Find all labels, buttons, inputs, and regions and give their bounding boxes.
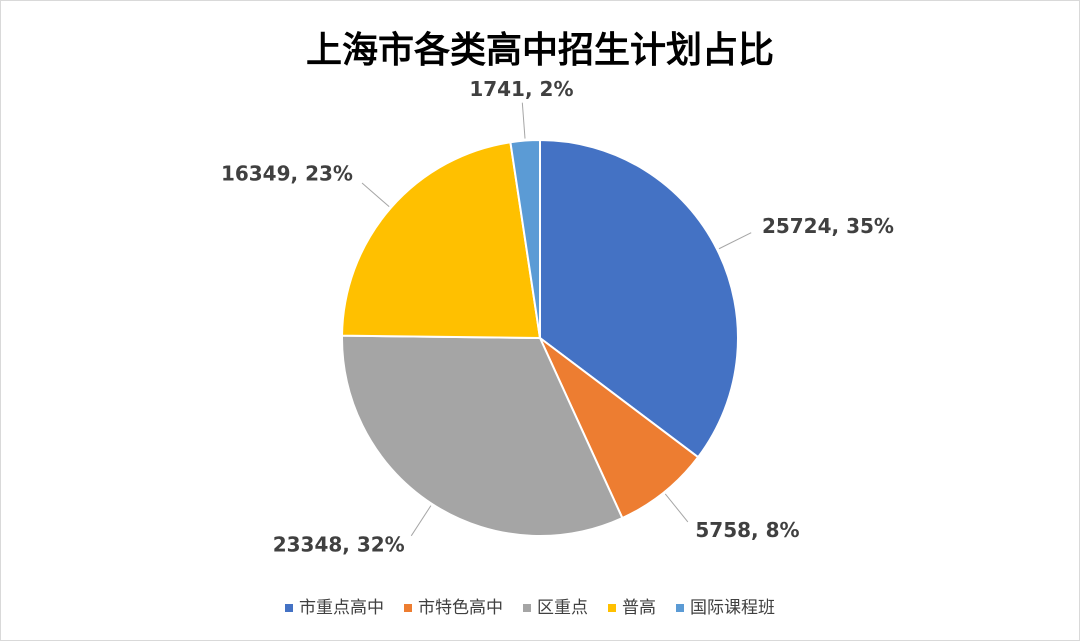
legend-label: 普高	[622, 598, 656, 618]
pie-slice	[509, 138, 541, 339]
data-label: 1741, 2%	[469, 77, 573, 101]
pie-slice	[341, 334, 624, 537]
leader-line	[410, 505, 432, 537]
legend-label: 市重点高中	[299, 598, 384, 618]
legend-swatch	[285, 604, 293, 612]
legend-swatch	[404, 604, 412, 612]
data-label: 25724, 35%	[762, 214, 894, 238]
legend-swatch	[523, 604, 531, 612]
chart-title: 上海市各类高中招生计划占比	[306, 30, 774, 71]
pie-slice	[341, 141, 542, 340]
leader-line	[361, 182, 390, 208]
legend-swatch	[608, 604, 616, 612]
pie-slice	[539, 337, 700, 520]
pie-slice	[539, 138, 739, 459]
legend-swatch	[676, 604, 684, 612]
legend-label: 市特色高中	[418, 598, 503, 618]
leader-line	[718, 232, 752, 250]
leader-line	[664, 493, 689, 523]
data-label: 23348, 32%	[273, 532, 405, 556]
leader-line	[521, 102, 526, 139]
data-label: 5758, 8%	[695, 518, 799, 542]
data-label: 16349, 23%	[221, 162, 353, 186]
legend-label: 国际课程班	[690, 598, 775, 618]
legend-label: 区重点	[537, 598, 588, 618]
